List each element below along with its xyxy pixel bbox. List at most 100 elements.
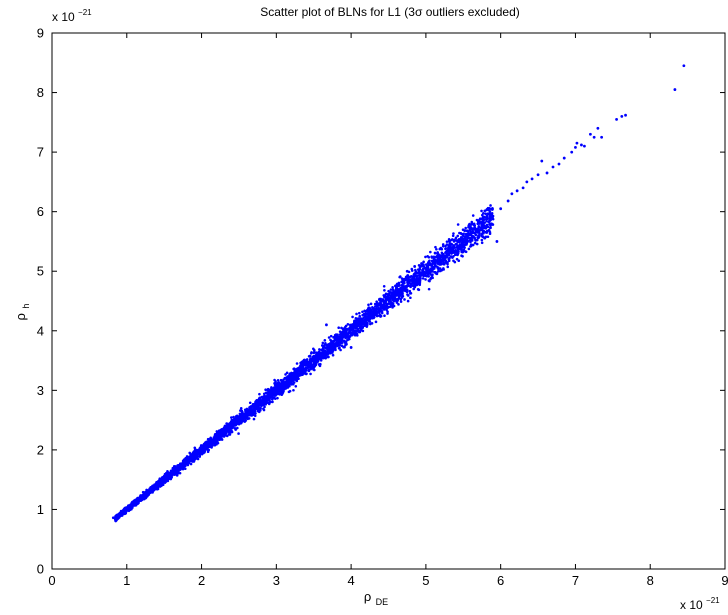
scatter-point [474, 238, 477, 242]
scatter-point [446, 248, 450, 252]
scatter-point [356, 322, 359, 326]
scatter-point [464, 250, 468, 254]
x-axis-label-main: ρ [364, 589, 371, 604]
scatter-point [349, 346, 353, 349]
scatter-point [379, 302, 383, 305]
scatter-point [179, 467, 182, 470]
scatter-point [480, 209, 483, 213]
scatter-point [239, 406, 243, 410]
scatter-point [147, 491, 150, 495]
scatter-point [413, 281, 416, 284]
x-tick-label: 0 [48, 573, 55, 588]
scatter-point [177, 465, 180, 468]
scatter-point [386, 306, 390, 309]
scatter-point [240, 410, 244, 414]
scatter-point [253, 414, 257, 418]
scatter-point [236, 415, 239, 419]
scatter-point [346, 323, 350, 326]
scatter-point [224, 426, 227, 430]
scatter-point [204, 441, 207, 444]
scatter-point [260, 395, 264, 399]
scatter-point [418, 266, 422, 269]
scatter-point [256, 401, 260, 405]
scatter-point [397, 288, 401, 292]
scatter-point [266, 387, 270, 391]
scatter-point [255, 398, 259, 402]
scatter-point [367, 303, 370, 307]
scatter-point [299, 365, 303, 368]
scatter-point [361, 313, 364, 317]
chart-title: Scatter plot of BLNs for L1 (3σ outliers… [260, 5, 520, 19]
scatter-point [461, 233, 465, 236]
scatter-point [320, 348, 323, 352]
scatter-point [324, 342, 327, 345]
scatter-point [196, 457, 200, 461]
scatter-point [435, 254, 439, 258]
scatter-point [174, 471, 177, 475]
scatter-point [179, 463, 183, 467]
scatter-point [343, 345, 346, 349]
scatter-point [422, 263, 425, 267]
scatter-point [298, 370, 302, 373]
scatter-point [308, 354, 312, 358]
scatter-point [248, 401, 252, 405]
scatter-point [615, 117, 618, 121]
scatter-point [412, 276, 416, 279]
scatter-point [312, 366, 315, 369]
scatter-point [338, 343, 342, 347]
scatter-point [489, 204, 492, 207]
scatter-point [390, 292, 394, 296]
scatter-point [208, 441, 212, 445]
scatter-point [248, 406, 251, 409]
scatter-point [244, 410, 247, 414]
scatter-point [451, 234, 455, 238]
scatter-point [480, 241, 484, 245]
scatter-point [295, 362, 299, 365]
scatter-point [253, 410, 257, 414]
scatter-point [389, 300, 392, 303]
scatter-point [288, 377, 291, 380]
scatter-point [421, 277, 425, 280]
scatter-point [369, 312, 372, 316]
scatter-point [197, 451, 201, 455]
scatter-point [600, 135, 604, 139]
scatter-point [310, 360, 314, 363]
scatter-point [360, 320, 364, 323]
scatter-point [448, 257, 451, 260]
scatter-point [326, 349, 330, 353]
scatter-point [321, 341, 325, 345]
scatter-point [476, 227, 480, 230]
scatter-point [247, 417, 251, 420]
scatter-point [361, 329, 365, 333]
scatter-point [458, 245, 462, 248]
scatter-point [479, 228, 482, 231]
scatter-point [337, 326, 340, 330]
scatter-point [253, 406, 256, 409]
scatter-point [469, 244, 473, 248]
scatter-point [158, 477, 162, 480]
scatter-point [396, 299, 400, 302]
scatter-point [329, 351, 332, 355]
scatter-point [290, 373, 293, 377]
scatter-point [152, 485, 155, 489]
scatter-point [430, 276, 433, 280]
scatter-point [401, 292, 404, 296]
scatter-point [410, 267, 414, 271]
scatter-point [386, 310, 389, 314]
scatter-point [377, 311, 381, 314]
scatter-point [224, 431, 228, 434]
y-tick-label: 4 [37, 323, 44, 338]
scatter-point [224, 429, 228, 432]
scatter-point [329, 349, 333, 353]
scatter-point [335, 338, 338, 341]
scatter-point [580, 143, 583, 147]
scatter-point [258, 392, 261, 396]
scatter-point [366, 312, 370, 316]
scatter-point [292, 388, 295, 392]
scatter-point [382, 284, 386, 288]
scatter-point [364, 321, 368, 324]
scatter-point [589, 132, 592, 136]
y-tick-label: 7 [37, 145, 44, 160]
scatter-point [596, 126, 600, 130]
